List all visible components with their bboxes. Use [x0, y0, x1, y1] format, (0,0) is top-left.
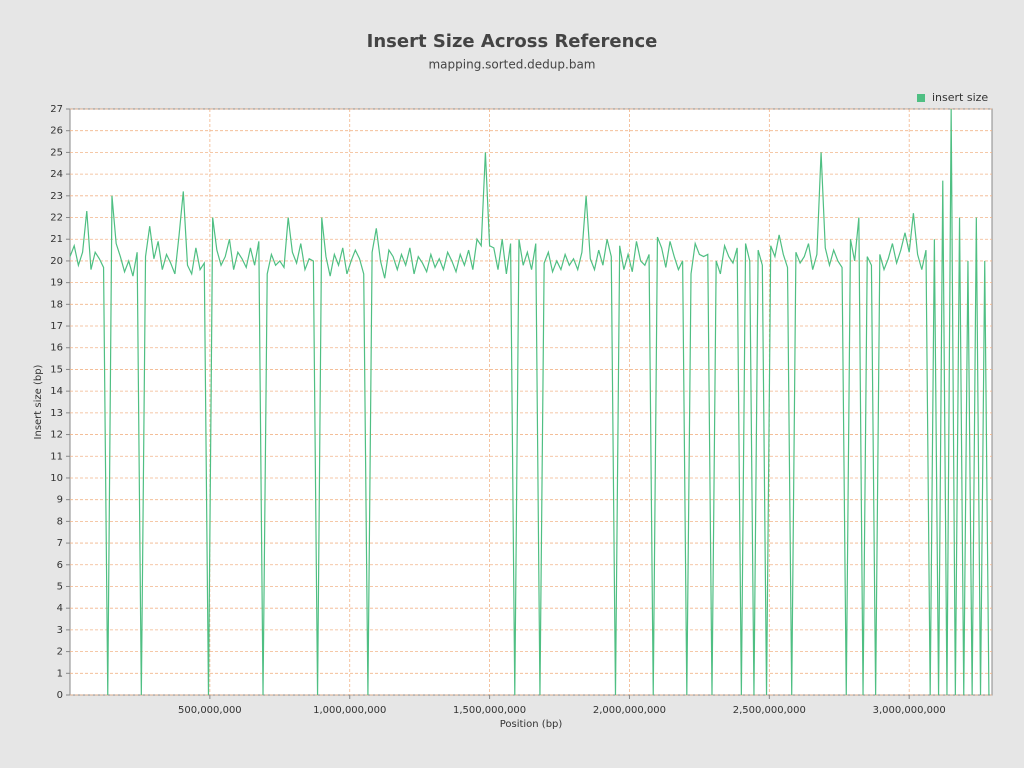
y-tick-label: 20	[50, 256, 63, 267]
y-tick-label: 24	[50, 169, 63, 180]
y-tick-label: 16	[50, 343, 63, 354]
legend-label: insert size	[932, 91, 988, 104]
y-tick-label: 13	[50, 408, 63, 419]
plot-area	[69, 108, 993, 696]
y-tick-label: 7	[57, 538, 63, 549]
y-tick-label: 17	[50, 321, 63, 332]
y-tick-label: 12	[50, 430, 63, 441]
y-tick-label: 27	[50, 104, 63, 115]
y-tick-label: 22	[50, 213, 63, 224]
y-tick-label: 8	[57, 516, 63, 527]
y-tick-label: 18	[50, 299, 63, 310]
y-tick-label: 14	[50, 386, 63, 397]
y-tick-label: 4	[57, 603, 63, 614]
x-tick-label: 1,000,000,000	[313, 705, 386, 716]
legend: insert size	[917, 91, 988, 104]
marks	[69, 108, 990, 696]
y-tick-label: 1	[57, 668, 63, 679]
y-tick-label: 6	[57, 560, 63, 571]
x-tick-label: 2,500,000,000	[733, 705, 806, 716]
x-tick-label: 3,000,000,000	[873, 705, 946, 716]
y-tick-label: 25	[50, 147, 63, 158]
x-tick-label: 1,500,000,000	[453, 705, 526, 716]
chart-subtitle: mapping.sorted.dedup.bam	[428, 58, 595, 72]
data-line	[69, 108, 990, 696]
y-tick-label: 23	[50, 191, 63, 202]
y-axis-label: Insert size (bp)	[33, 364, 44, 439]
y-tick-label: 15	[50, 364, 63, 375]
x-axis-label: Position (bp)	[500, 719, 563, 730]
y-tick-label: 5	[57, 581, 63, 592]
y-tick-label: 19	[50, 278, 63, 289]
y-tick-label: 2	[57, 647, 63, 658]
y-tick-label: 11	[50, 451, 63, 462]
x-tick-label: 2,000,000,000	[593, 705, 666, 716]
y-tick-label: 9	[57, 495, 63, 506]
y-tick-label: 26	[50, 126, 63, 137]
y-tick-label: 10	[50, 473, 63, 484]
y-tick-label: 0	[57, 690, 63, 701]
y-tick-label: 21	[50, 234, 63, 245]
chart-title: Insert Size Across Reference	[367, 31, 658, 52]
legend-swatch	[917, 94, 925, 102]
x-tick-label: 500,000,000	[178, 705, 242, 716]
y-tick-label: 3	[57, 625, 63, 636]
grid: 0123456789101112131415161718192021222324…	[50, 104, 992, 716]
